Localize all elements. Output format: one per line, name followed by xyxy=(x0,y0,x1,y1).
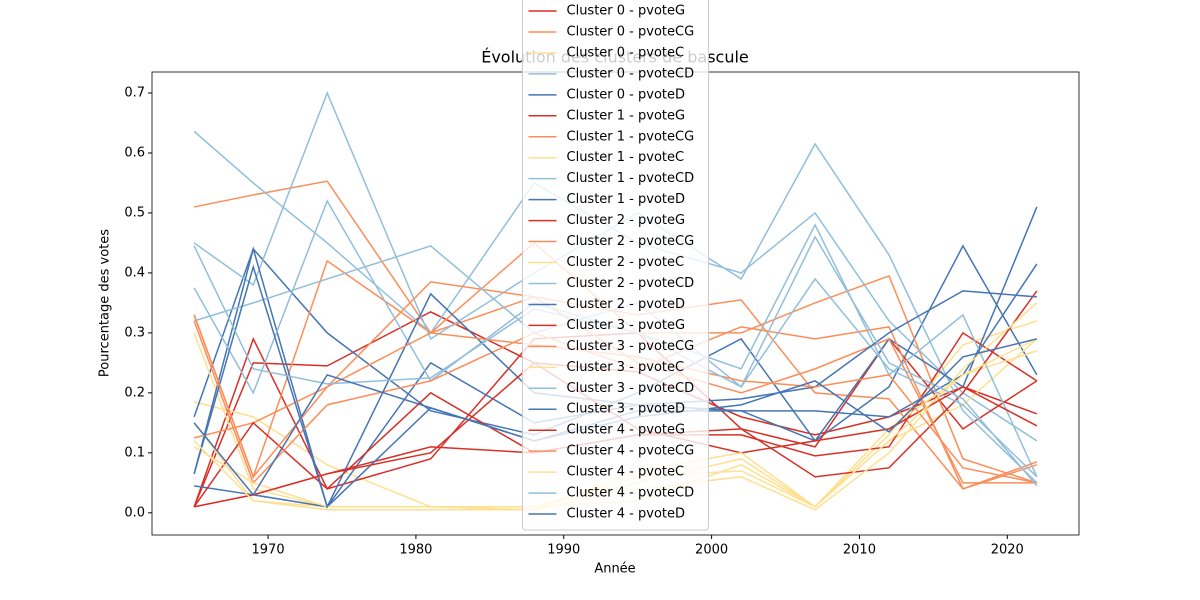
legend-label: Cluster 1 - pvoteC xyxy=(567,150,685,165)
legend-label: Cluster 4 - pvoteC xyxy=(567,465,685,480)
legend-label: Cluster 0 - pvoteCG xyxy=(567,24,695,39)
legend-label: Cluster 3 - pvoteC xyxy=(567,360,685,375)
legend-box xyxy=(522,0,709,531)
legend-label: Cluster 1 - pvoteCD xyxy=(567,171,695,186)
legend-label: Cluster 3 - pvoteG xyxy=(567,318,686,333)
legend-label: Cluster 1 - pvoteCG xyxy=(567,129,695,144)
legend-label: Cluster 2 - pvoteG xyxy=(567,213,686,228)
legend-label: Cluster 3 - pvoteCG xyxy=(567,339,695,354)
legend-label: Cluster 4 - pvoteD xyxy=(567,507,686,522)
x-tick-label: 1990 xyxy=(547,543,580,558)
x-tick-label: 2020 xyxy=(991,543,1024,558)
x-tick-label: 1970 xyxy=(252,543,285,558)
legend-label: Cluster 4 - pvoteCD xyxy=(567,486,695,501)
legend-label: Cluster 2 - pvoteC xyxy=(567,255,685,270)
legend-label: Cluster 2 - pvoteCG xyxy=(567,234,695,249)
legend-label: Cluster 0 - pvoteCD xyxy=(567,66,695,81)
legend-label: Cluster 1 - pvoteG xyxy=(567,108,686,123)
y-tick-label: 0.6 xyxy=(124,145,145,160)
x-axis-label: Année xyxy=(594,562,635,577)
y-tick-label: 0.7 xyxy=(124,85,145,100)
x-tick-label: 2010 xyxy=(843,543,876,558)
legend-label: Cluster 0 - pvoteD xyxy=(567,87,686,102)
y-axis-label: Pourcentage des votes xyxy=(98,229,113,377)
legend-label: Cluster 2 - pvoteD xyxy=(567,297,686,312)
legend-label: Cluster 4 - pvoteCG xyxy=(567,444,695,459)
legend-label: Cluster 0 - pvoteG xyxy=(567,4,686,19)
legend-label: Cluster 1 - pvoteD xyxy=(567,192,686,207)
x-tick-label: 2000 xyxy=(695,543,728,558)
y-tick-label: 0.1 xyxy=(124,445,145,460)
x-tick-label: 1980 xyxy=(399,543,432,558)
y-tick-label: 0.3 xyxy=(124,325,145,340)
legend-label: Cluster 0 - pvoteC xyxy=(567,45,685,60)
y-tick-label: 0.5 xyxy=(124,205,145,220)
legend: Cluster 0 - pvoteG Cluster 0 - pvoteCG Clu… xyxy=(522,0,709,531)
legend-label: Cluster 3 - pvoteCD xyxy=(567,381,695,396)
legend-label: Cluster 4 - pvoteG xyxy=(567,423,686,438)
legend-label: Cluster 3 - pvoteD xyxy=(567,402,686,417)
y-tick-label: 0.2 xyxy=(124,385,145,400)
legend-label: Cluster 2 - pvoteCD xyxy=(567,276,695,291)
y-tick-label: 0.0 xyxy=(124,505,145,520)
y-tick-label: 0.4 xyxy=(124,265,145,280)
